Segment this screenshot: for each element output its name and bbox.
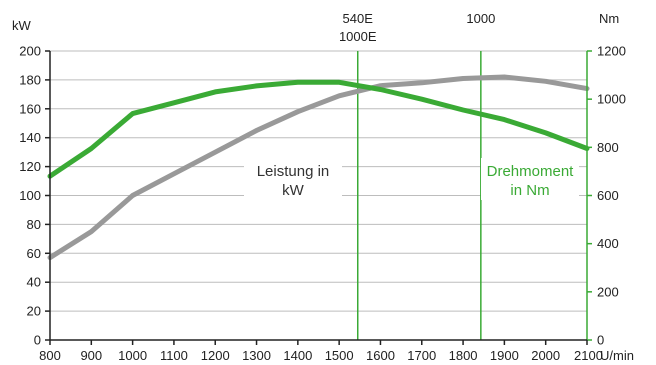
series-label-drehmoment: in Nm xyxy=(510,182,549,199)
label-background xyxy=(244,158,342,200)
label-background xyxy=(481,158,579,200)
right-tick-label: 600 xyxy=(597,188,619,203)
left-tick-label: 140 xyxy=(19,130,41,145)
left-tick-label: 20 xyxy=(27,304,41,319)
x-tick-label: 1400 xyxy=(283,348,312,363)
x-axis-unit: U/min xyxy=(600,348,634,363)
x-tick-label: 900 xyxy=(80,348,102,363)
axes: 0 20 40 60 80 100 120 140 160 180 200 kW 0 200 400 600 8… xyxy=(12,11,634,363)
x-tick-label: 1000 xyxy=(118,348,147,363)
left-tick-label: 200 xyxy=(19,44,41,59)
left-tick-label: 60 xyxy=(27,246,41,261)
right-tick-label: 1200 xyxy=(597,44,626,59)
left-tick-label: 0 xyxy=(34,333,41,348)
right-tick-label: 200 xyxy=(597,284,619,299)
series-lines xyxy=(47,74,590,261)
x-tick-label: 1700 xyxy=(407,348,436,363)
reference-label: 1000 xyxy=(466,11,495,26)
reference-label: 540E xyxy=(343,11,374,26)
left-tick-label: 120 xyxy=(19,159,41,174)
right-tick-label: 400 xyxy=(597,236,619,251)
x-tick-label: 1800 xyxy=(449,348,478,363)
reference-lines: 540E 1000E 1000 xyxy=(339,11,495,340)
left-tick-label: 80 xyxy=(27,217,41,232)
x-tick-label: 1500 xyxy=(325,348,354,363)
x-tick-label: 2100 xyxy=(574,348,603,363)
left-tick-label: 100 xyxy=(19,188,41,203)
x-tick-label: 1600 xyxy=(366,348,395,363)
right-tick-label: 0 xyxy=(597,333,604,348)
right-tick-label: 1000 xyxy=(597,92,626,107)
left-tick-label: 180 xyxy=(19,72,41,87)
series-line xyxy=(47,74,590,261)
left-tick-label: 40 xyxy=(27,275,41,290)
series-label-leistung: kW xyxy=(282,182,305,199)
x-tick-label: 1200 xyxy=(201,348,230,363)
series-label-drehmoment: Drehmoment xyxy=(487,163,575,180)
series-labels: Leistung in kW Drehmoment in Nm xyxy=(244,158,579,200)
x-tick-label: 1900 xyxy=(490,348,519,363)
x-tick-label: 800 xyxy=(39,348,61,363)
x-tick-label: 1300 xyxy=(242,348,271,363)
left-tick-label: 160 xyxy=(19,101,41,116)
series-label-leistung: Leistung in xyxy=(257,163,330,180)
series-line xyxy=(47,79,590,179)
right-tick-label: 800 xyxy=(597,140,619,155)
left-axis-unit: kW xyxy=(12,18,32,33)
reference-label: 1000E xyxy=(339,29,377,44)
x-tick-label: 1100 xyxy=(160,348,188,363)
right-axis-unit: Nm xyxy=(599,11,619,26)
x-tick-label: 2000 xyxy=(531,348,560,363)
